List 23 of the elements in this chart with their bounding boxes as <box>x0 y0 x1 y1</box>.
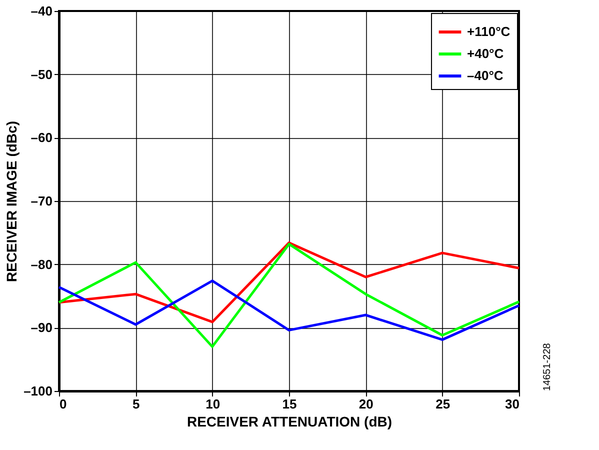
legend-label: +40°C <box>467 46 504 61</box>
x-axis-title: RECEIVER ATTENUATION (dB) <box>186 414 392 430</box>
y-tick-label: –40 <box>30 4 52 18</box>
x-tick-label: 30 <box>505 396 520 412</box>
x-tick-label: 5 <box>132 396 140 412</box>
text: 14651-228 <box>542 342 553 391</box>
x-tick-label: 0 <box>60 396 67 412</box>
x-tick-label: 10 <box>206 396 220 412</box>
line-series <box>58 242 520 348</box>
y-axis-title: RECEIVER IMAGE (dBc) <box>4 120 20 282</box>
line-series <box>58 280 520 341</box>
y-tick-label: –80 <box>30 256 52 272</box>
legend-label: +110°C <box>467 24 511 39</box>
x-tick-label: 25 <box>436 396 450 412</box>
legend-label: –40°C <box>467 68 504 83</box>
y-tick-label: –50 <box>30 66 52 82</box>
x-tick-label: 15 <box>282 396 297 412</box>
y-tick-label: –60 <box>30 130 52 146</box>
x-tick-label: 20 <box>358 396 374 412</box>
y-tick-label: –70 <box>30 194 52 208</box>
y-tick-label: –100 <box>24 384 52 398</box>
line-series <box>58 242 520 324</box>
y-tick-label: –90 <box>30 320 52 336</box>
